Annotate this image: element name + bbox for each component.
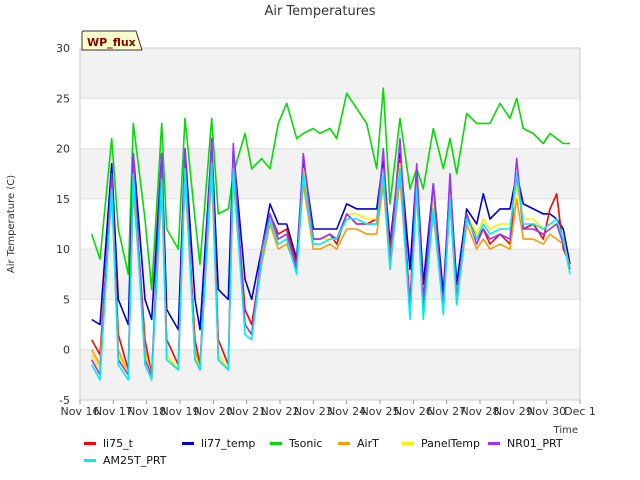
series-line-tsonic [90, 87, 570, 291]
legend-label-li75-t: li75_t [103, 437, 134, 450]
x-tick-label: Nov 20 [194, 405, 233, 418]
grid-band [80, 48, 580, 99]
y-tick-label: -5 [59, 394, 70, 407]
x-tick-label: Dec 1 [564, 405, 596, 418]
legend-label-nr01-prt: NR01_PRT [507, 437, 563, 450]
y-tick-label: 25 [56, 92, 70, 105]
series-line-am25t-prt [90, 162, 571, 381]
x-tick-label: Nov 26 [394, 405, 433, 418]
legend-swatch-airt [338, 442, 350, 445]
legend-swatch-li75-t [84, 442, 96, 445]
x-tick-label: Nov 29 [494, 405, 533, 418]
x-tick-label: Nov 30 [527, 405, 566, 418]
x-tick-label: Nov 28 [461, 405, 500, 418]
y-tick-label: 10 [56, 243, 70, 256]
plot-frame [79, 47, 581, 401]
y-axis-label: Air Temperature (C) [6, 175, 17, 273]
legend-label-airt: AirT [357, 437, 379, 450]
site-badge: WP_flux [81, 30, 143, 51]
x-tick-label: Nov 23 [294, 405, 333, 418]
x-tick-label: Nov 24 [327, 405, 366, 418]
y-axis-ticks: -5 0 5 10 15 20 25 30 [56, 42, 70, 407]
x-tick-label: Nov 17 [94, 405, 133, 418]
legend-swatch-nr01-prt [488, 442, 500, 445]
legend: li75_t li77_temp Tsonic AirT PanelTemp NR01_P… [84, 437, 563, 467]
x-tick-label: Nov 22 [261, 405, 300, 418]
x-tick-label: Nov 27 [427, 405, 466, 418]
legend-label-am25t-prt: AM25T_PRT [103, 454, 167, 467]
y-tick-label: 0 [63, 344, 70, 357]
y-tick-label: 30 [56, 42, 70, 55]
legend-swatch-am25t-prt [84, 459, 96, 462]
chart-title: Air Temperatures [264, 4, 375, 19]
legend-swatch-tsonic [270, 442, 282, 445]
x-tick-label: Nov 19 [161, 405, 200, 418]
legend-swatch-li77-temp [182, 442, 194, 445]
x-axis-label: Time [553, 425, 578, 436]
x-tick-label: Nov 21 [227, 405, 266, 418]
y-tick-label: 5 [63, 293, 70, 306]
x-tick-label: Nov 18 [127, 405, 166, 418]
legend-label-paneltemp: PanelTemp [421, 437, 480, 450]
grid-band [80, 349, 580, 400]
site-badge-label: WP_flux [87, 36, 136, 49]
y-tick-label: 15 [56, 193, 70, 206]
legend-label-li77-temp: li77_temp [201, 437, 255, 450]
series-lines [90, 87, 571, 381]
background-bands [80, 48, 580, 400]
grid-band [80, 148, 580, 199]
x-tick-label: Nov 25 [361, 405, 400, 418]
series-line-li77-temp [91, 142, 571, 331]
legend-swatch-paneltemp [402, 442, 414, 445]
legend-label-tsonic: Tsonic [288, 437, 322, 450]
x-tick-label: Nov 16 [61, 405, 100, 418]
y-tick-label: 20 [56, 143, 70, 156]
site-badge-box [81, 30, 143, 51]
